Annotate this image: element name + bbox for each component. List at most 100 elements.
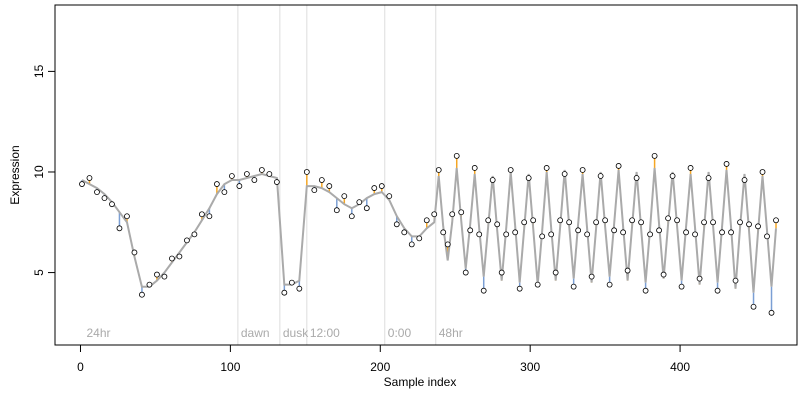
point — [579, 167, 586, 173]
point — [593, 219, 600, 226]
annotation: 24hr — [86, 326, 110, 340]
point — [602, 217, 609, 224]
point — [139, 291, 145, 298]
point — [750, 303, 757, 310]
point — [485, 217, 492, 224]
point — [109, 201, 115, 208]
point — [213, 181, 220, 187]
point — [444, 241, 451, 248]
point — [266, 171, 273, 177]
point — [615, 163, 622, 169]
annotation: dawn — [241, 326, 270, 340]
point — [431, 211, 438, 218]
point — [728, 229, 734, 236]
x-axis-label: Sample index — [384, 375, 457, 389]
point — [660, 271, 667, 278]
point — [629, 217, 636, 224]
point — [696, 275, 703, 282]
point — [228, 173, 235, 179]
point — [416, 235, 423, 242]
point — [236, 183, 243, 189]
point — [525, 175, 532, 181]
point — [768, 309, 775, 316]
point — [723, 161, 730, 167]
point — [378, 183, 385, 189]
annotation: dusk — [283, 326, 309, 340]
point — [701, 219, 707, 226]
point — [534, 281, 541, 288]
point — [521, 219, 528, 226]
point — [624, 267, 631, 274]
point — [651, 152, 658, 159]
point — [543, 165, 550, 171]
point — [683, 229, 689, 236]
point — [656, 227, 662, 234]
annotation: 48hr — [439, 326, 463, 340]
point — [371, 185, 378, 191]
point — [176, 253, 183, 260]
point — [184, 237, 190, 244]
point — [273, 179, 280, 185]
point — [386, 193, 393, 200]
point — [408, 241, 415, 248]
point — [476, 231, 483, 238]
point — [467, 227, 474, 234]
point — [435, 167, 442, 173]
x-tick-label: 100 — [220, 360, 240, 374]
point — [597, 173, 604, 179]
x-tick-label: 200 — [370, 360, 390, 374]
point — [131, 249, 138, 256]
point — [489, 177, 496, 183]
point — [507, 167, 514, 173]
point — [516, 285, 523, 292]
point — [669, 173, 676, 179]
point — [584, 231, 591, 238]
point — [462, 269, 469, 276]
point — [647, 231, 653, 238]
point — [665, 215, 671, 222]
point — [606, 281, 613, 288]
point — [480, 287, 487, 294]
point — [642, 287, 649, 294]
point — [288, 279, 295, 286]
point — [169, 255, 175, 262]
point — [296, 285, 303, 292]
point — [755, 223, 761, 230]
point — [449, 211, 456, 218]
point — [161, 273, 168, 280]
plot-frame — [54, 4, 798, 346]
point — [199, 211, 205, 218]
point — [512, 229, 519, 236]
x-tick-label: 400 — [670, 360, 690, 374]
point — [741, 177, 748, 183]
point — [146, 281, 153, 288]
point — [719, 229, 725, 236]
point — [333, 207, 340, 214]
point — [539, 233, 546, 240]
point — [348, 213, 355, 220]
point — [423, 217, 430, 224]
point — [570, 283, 577, 290]
annotation: 12:00 — [310, 326, 340, 340]
point — [575, 227, 582, 234]
point — [79, 181, 85, 187]
point — [588, 273, 595, 280]
point — [318, 177, 325, 183]
point — [94, 189, 100, 196]
point — [206, 213, 213, 220]
point — [471, 165, 478, 171]
point — [154, 271, 160, 278]
point — [566, 219, 573, 226]
point — [611, 227, 618, 234]
point — [674, 217, 680, 224]
point — [363, 205, 370, 212]
point — [692, 231, 698, 238]
fitted-line — [81, 167, 777, 293]
point — [705, 175, 712, 181]
point — [453, 152, 460, 159]
point — [759, 169, 766, 175]
point — [251, 177, 258, 183]
point — [498, 269, 505, 276]
point — [281, 289, 288, 296]
x-tick-label: 300 — [520, 360, 540, 374]
